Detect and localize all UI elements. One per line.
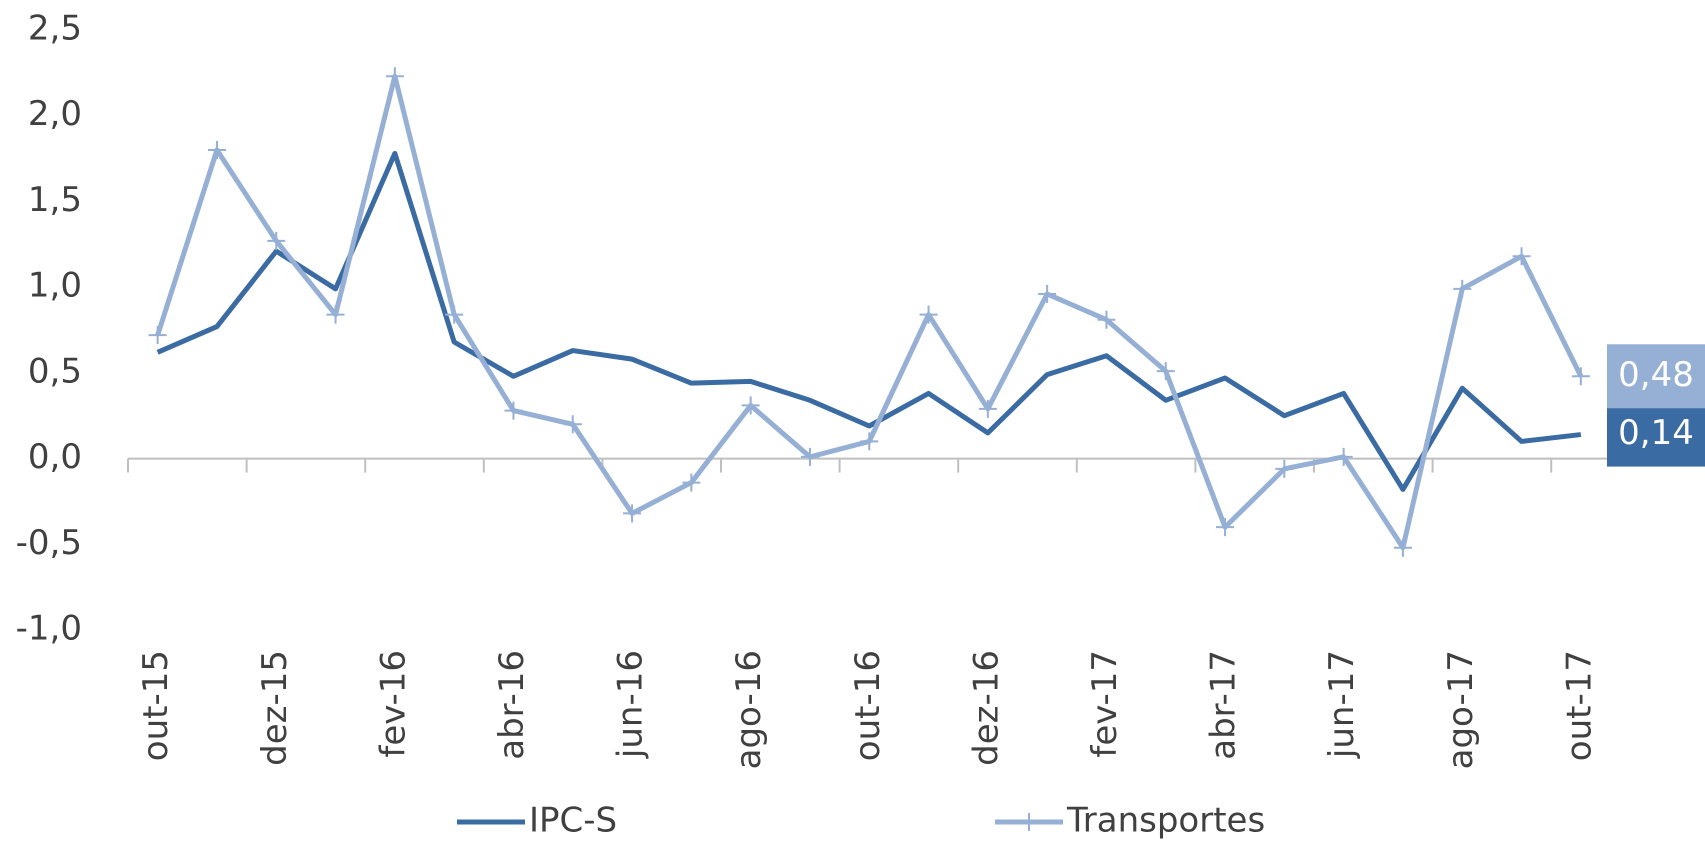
y-tick-label: 0,0	[28, 437, 82, 477]
marker	[326, 305, 345, 324]
marker	[800, 447, 819, 466]
x-tick-label: out-17	[1559, 650, 1599, 761]
series-line	[156, 150, 1582, 492]
marker	[1097, 310, 1116, 329]
marker	[267, 231, 286, 250]
y-tick-label: -0,5	[16, 523, 82, 563]
series-line	[155, 73, 1584, 551]
marker	[1216, 518, 1235, 537]
x-tick-label: ago-16	[729, 650, 769, 769]
marker	[207, 141, 226, 159]
x-tick-label: dez-16	[966, 650, 1006, 766]
y-tick-label: 2,0	[28, 94, 82, 134]
marker	[682, 473, 701, 492]
legend-label: Transportes	[1066, 801, 1265, 841]
marker	[919, 305, 938, 324]
marker	[1453, 279, 1472, 298]
marker	[860, 432, 879, 451]
x-tick-label: fev-17	[1085, 650, 1125, 758]
value-label-box	[1607, 402, 1705, 467]
marker	[504, 401, 523, 420]
y-tick-label: 1,0	[28, 266, 82, 306]
marker	[148, 326, 167, 345]
y-tick-label: 2,5	[28, 9, 82, 49]
marker	[445, 305, 464, 324]
x-tick-label: dez-15	[255, 650, 295, 766]
x-tick-label: fev-16	[373, 650, 413, 758]
x-tick-label: jun-17	[1322, 650, 1362, 759]
marker	[385, 67, 404, 86]
y-tick-label: 1,5	[28, 180, 82, 220]
value-label: 0,48	[1618, 355, 1694, 395]
marker	[1334, 447, 1353, 466]
marker	[978, 399, 997, 418]
marker	[1038, 285, 1057, 303]
marker	[623, 504, 642, 523]
marker	[1275, 459, 1294, 478]
x-tick-label: abr-17	[1204, 650, 1244, 760]
y-tick-label: 0,5	[28, 351, 82, 391]
x-tick-label: out-15	[136, 650, 176, 761]
marker	[1571, 367, 1590, 386]
marker	[1393, 538, 1412, 557]
x-tick-label: abr-16	[492, 650, 532, 760]
marker	[563, 415, 582, 434]
value-label: 0,14	[1618, 413, 1694, 453]
value-label-box	[1607, 344, 1705, 409]
marker	[1156, 362, 1175, 381]
marker	[741, 396, 760, 415]
y-tick-label: -1,0	[16, 609, 82, 649]
legend-label: IPC-S	[529, 801, 617, 841]
x-tick-label: out-16	[848, 650, 888, 761]
x-tick-label: ago-17	[1441, 650, 1481, 769]
marker	[1512, 247, 1531, 266]
x-tick-label: jun-16	[611, 650, 651, 759]
